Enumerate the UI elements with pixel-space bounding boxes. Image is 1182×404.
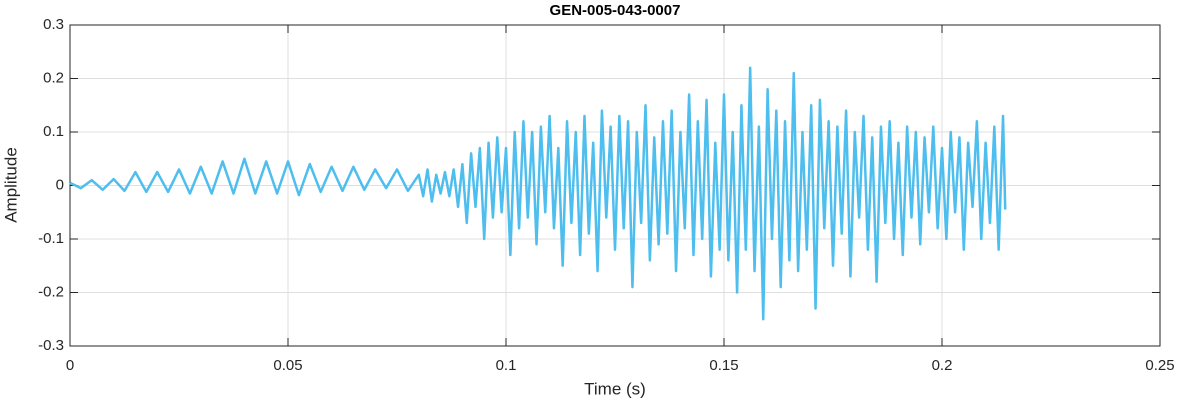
chart-title: GEN-005-043-0007 [550, 2, 681, 19]
y-tick-label: 0.2 [43, 69, 64, 86]
y-tick-label: -0.2 [38, 283, 64, 300]
x-tick-label: 0.1 [496, 357, 517, 374]
x-tick-label: 0.25 [1145, 357, 1174, 374]
y-tick-label: 0 [56, 176, 64, 193]
axes-box [69, 24, 1161, 347]
x-tick-label: 0 [66, 357, 74, 374]
y-axis-label: Amplitude [1, 147, 20, 223]
waveform-line [69, 66, 1007, 321]
y-tick-label: 0.1 [43, 123, 64, 140]
y-tick-label: 0.3 [43, 16, 64, 33]
x-axis-label: Time (s) [584, 379, 646, 398]
y-tick-label: -0.1 [38, 230, 64, 247]
x-tick-label: 0.2 [932, 357, 953, 374]
x-tick-label: 0.15 [709, 357, 738, 374]
x-tick-label: 0.05 [273, 357, 302, 374]
y-tick-label: -0.3 [38, 337, 64, 354]
